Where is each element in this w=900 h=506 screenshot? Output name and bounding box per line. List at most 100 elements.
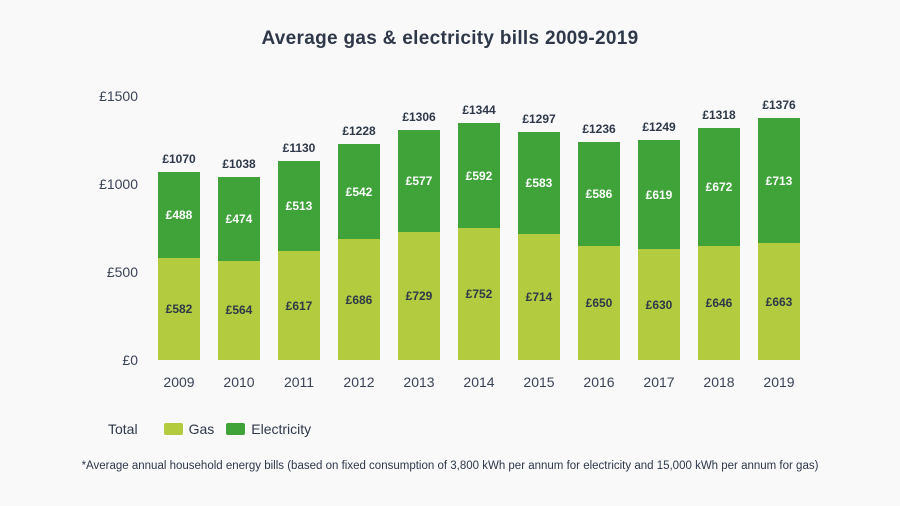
y-axis-tick-label: £500 xyxy=(106,264,138,280)
gas-segment: £729 xyxy=(398,231,440,360)
electricity-segment: £583 xyxy=(518,131,560,235)
gas-segment: £630 xyxy=(638,249,680,360)
gas-segment: £617 xyxy=(278,251,320,360)
bar-column-2009: £1070 £488 £582 xyxy=(158,96,200,360)
electricity-value-label: £672 xyxy=(705,180,733,195)
bar-total-label: £1297 xyxy=(522,111,556,126)
x-axis-tick-label: 2010 xyxy=(223,374,255,390)
electricity-segment: £513 xyxy=(278,161,320,252)
electricity-value-label: £513 xyxy=(285,199,313,214)
legend-swatch-icon xyxy=(226,423,246,435)
stacked-bar: £488 £582 xyxy=(158,171,200,360)
footnote: *Average annual household energy bills (… xyxy=(81,460,819,472)
bar-total-label: £1038 xyxy=(222,157,256,172)
gas-value-label: £617 xyxy=(285,298,313,313)
stacked-bar: £619 £630 xyxy=(638,140,680,360)
bar-column-2012: £1228 £542 £686 xyxy=(338,96,380,360)
y-axis-tick-label: £1500 xyxy=(99,88,138,104)
legend: Total Gas Electricity xyxy=(108,421,323,437)
x-axis: 2009 2010 2011 2012 2013 2014 2015 2016 2017 2018… xyxy=(158,374,800,390)
legend-item-electricity: Electricity xyxy=(226,421,311,437)
bar-column-2018: £1318 £672 £646 xyxy=(698,96,740,360)
gas-value-label: £564 xyxy=(225,303,253,318)
gas-segment: £663 xyxy=(758,243,800,360)
electricity-value-label: £586 xyxy=(585,187,613,202)
legend-item-label: Electricity xyxy=(251,421,312,437)
legend-item-gas: Gas xyxy=(163,421,215,437)
electricity-value-label: £592 xyxy=(465,168,493,183)
gas-value-label: £650 xyxy=(585,295,613,310)
gas-value-label: £752 xyxy=(465,286,493,301)
gas-segment: £650 xyxy=(578,245,620,360)
gas-value-label: £630 xyxy=(645,297,673,312)
legend-swatch-icon xyxy=(163,423,183,435)
bar-total-label: £1306 xyxy=(402,110,436,125)
bars-container: £1070 £488 £582 £1038 £474 £564 £1130 £513 £617 £… xyxy=(158,96,800,360)
bar-column-2014: £1344 £592 £752 xyxy=(458,96,500,360)
stacked-bar: £672 £646 xyxy=(698,128,740,360)
y-axis: £1500 £1000 £500 £0 xyxy=(0,88,138,368)
electricity-segment: £542 xyxy=(338,143,380,240)
stacked-bar: £542 £686 xyxy=(338,143,380,360)
stacked-bar: £592 £752 xyxy=(458,123,500,360)
electricity-segment: £592 xyxy=(458,123,500,228)
electricity-value-label: £713 xyxy=(765,173,793,188)
bar-column-2017: £1249 £619 £630 xyxy=(638,96,680,360)
electricity-segment: £672 xyxy=(698,128,740,247)
gas-segment: £646 xyxy=(698,246,740,360)
electricity-segment: £577 xyxy=(398,130,440,232)
electricity-segment: £713 xyxy=(758,117,800,244)
legend-total-label: Total xyxy=(108,421,138,437)
bar-total-label: £1070 xyxy=(162,151,196,166)
x-axis-tick-label: 2015 xyxy=(523,374,555,390)
electricity-value-label: £577 xyxy=(405,173,433,188)
x-axis-tick-label: 2019 xyxy=(763,374,795,390)
gas-value-label: £714 xyxy=(525,290,553,305)
bar-total-label: £1344 xyxy=(462,103,496,118)
x-axis-tick-label: 2017 xyxy=(643,374,675,390)
electricity-segment: £586 xyxy=(578,142,620,246)
electricity-value-label: £619 xyxy=(645,187,673,202)
electricity-segment: £619 xyxy=(638,140,680,250)
gas-segment: £686 xyxy=(338,239,380,360)
stacked-bar: £474 £564 xyxy=(218,177,260,360)
bar-total-label: £1249 xyxy=(642,120,676,135)
x-axis-tick-label: 2009 xyxy=(163,374,195,390)
bar-column-2011: £1130 £513 £617 xyxy=(278,96,320,360)
electricity-segment: £488 xyxy=(158,171,200,258)
electricity-value-label: £542 xyxy=(345,184,373,199)
stacked-bar: £586 £650 xyxy=(578,142,620,360)
x-axis-tick-label: 2014 xyxy=(463,374,495,390)
x-axis-tick-label: 2012 xyxy=(343,374,375,390)
stacked-bar: £577 £729 xyxy=(398,130,440,360)
legend-items: Gas Electricity xyxy=(163,421,324,437)
gas-value-label: £582 xyxy=(165,301,193,316)
x-axis-tick-label: 2016 xyxy=(583,374,615,390)
gas-value-label: £729 xyxy=(405,288,433,303)
stacked-bar: £713 £663 xyxy=(758,117,800,360)
bar-total-label: £1318 xyxy=(702,108,736,123)
bar-total-label: £1228 xyxy=(342,123,376,138)
gas-segment: £582 xyxy=(158,257,200,360)
stacked-bar: £513 £617 xyxy=(278,161,320,360)
electricity-value-label: £474 xyxy=(225,212,253,227)
gas-segment: £564 xyxy=(218,260,260,360)
stacked-bar: £583 £714 xyxy=(518,131,560,360)
bar-total-label: £1236 xyxy=(582,122,616,137)
legend-item-label: Gas xyxy=(188,421,215,437)
bar-column-2013: £1306 £577 £729 xyxy=(398,96,440,360)
gas-segment: £714 xyxy=(518,234,560,360)
gas-value-label: £646 xyxy=(705,296,733,311)
gas-value-label: £663 xyxy=(765,294,793,309)
bar-total-label: £1130 xyxy=(282,141,316,156)
chart-title: Average gas & electricity bills 2009-201… xyxy=(261,28,639,49)
bar-column-2015: £1297 £583 £714 xyxy=(518,96,560,360)
y-axis-tick-label: £1000 xyxy=(99,176,138,192)
electricity-segment: £474 xyxy=(218,177,260,261)
x-axis-tick-label: 2013 xyxy=(403,374,435,390)
gas-value-label: £686 xyxy=(345,292,373,307)
bar-total-label: £1376 xyxy=(762,97,796,112)
gas-segment: £752 xyxy=(458,227,500,360)
electricity-value-label: £583 xyxy=(525,176,553,191)
